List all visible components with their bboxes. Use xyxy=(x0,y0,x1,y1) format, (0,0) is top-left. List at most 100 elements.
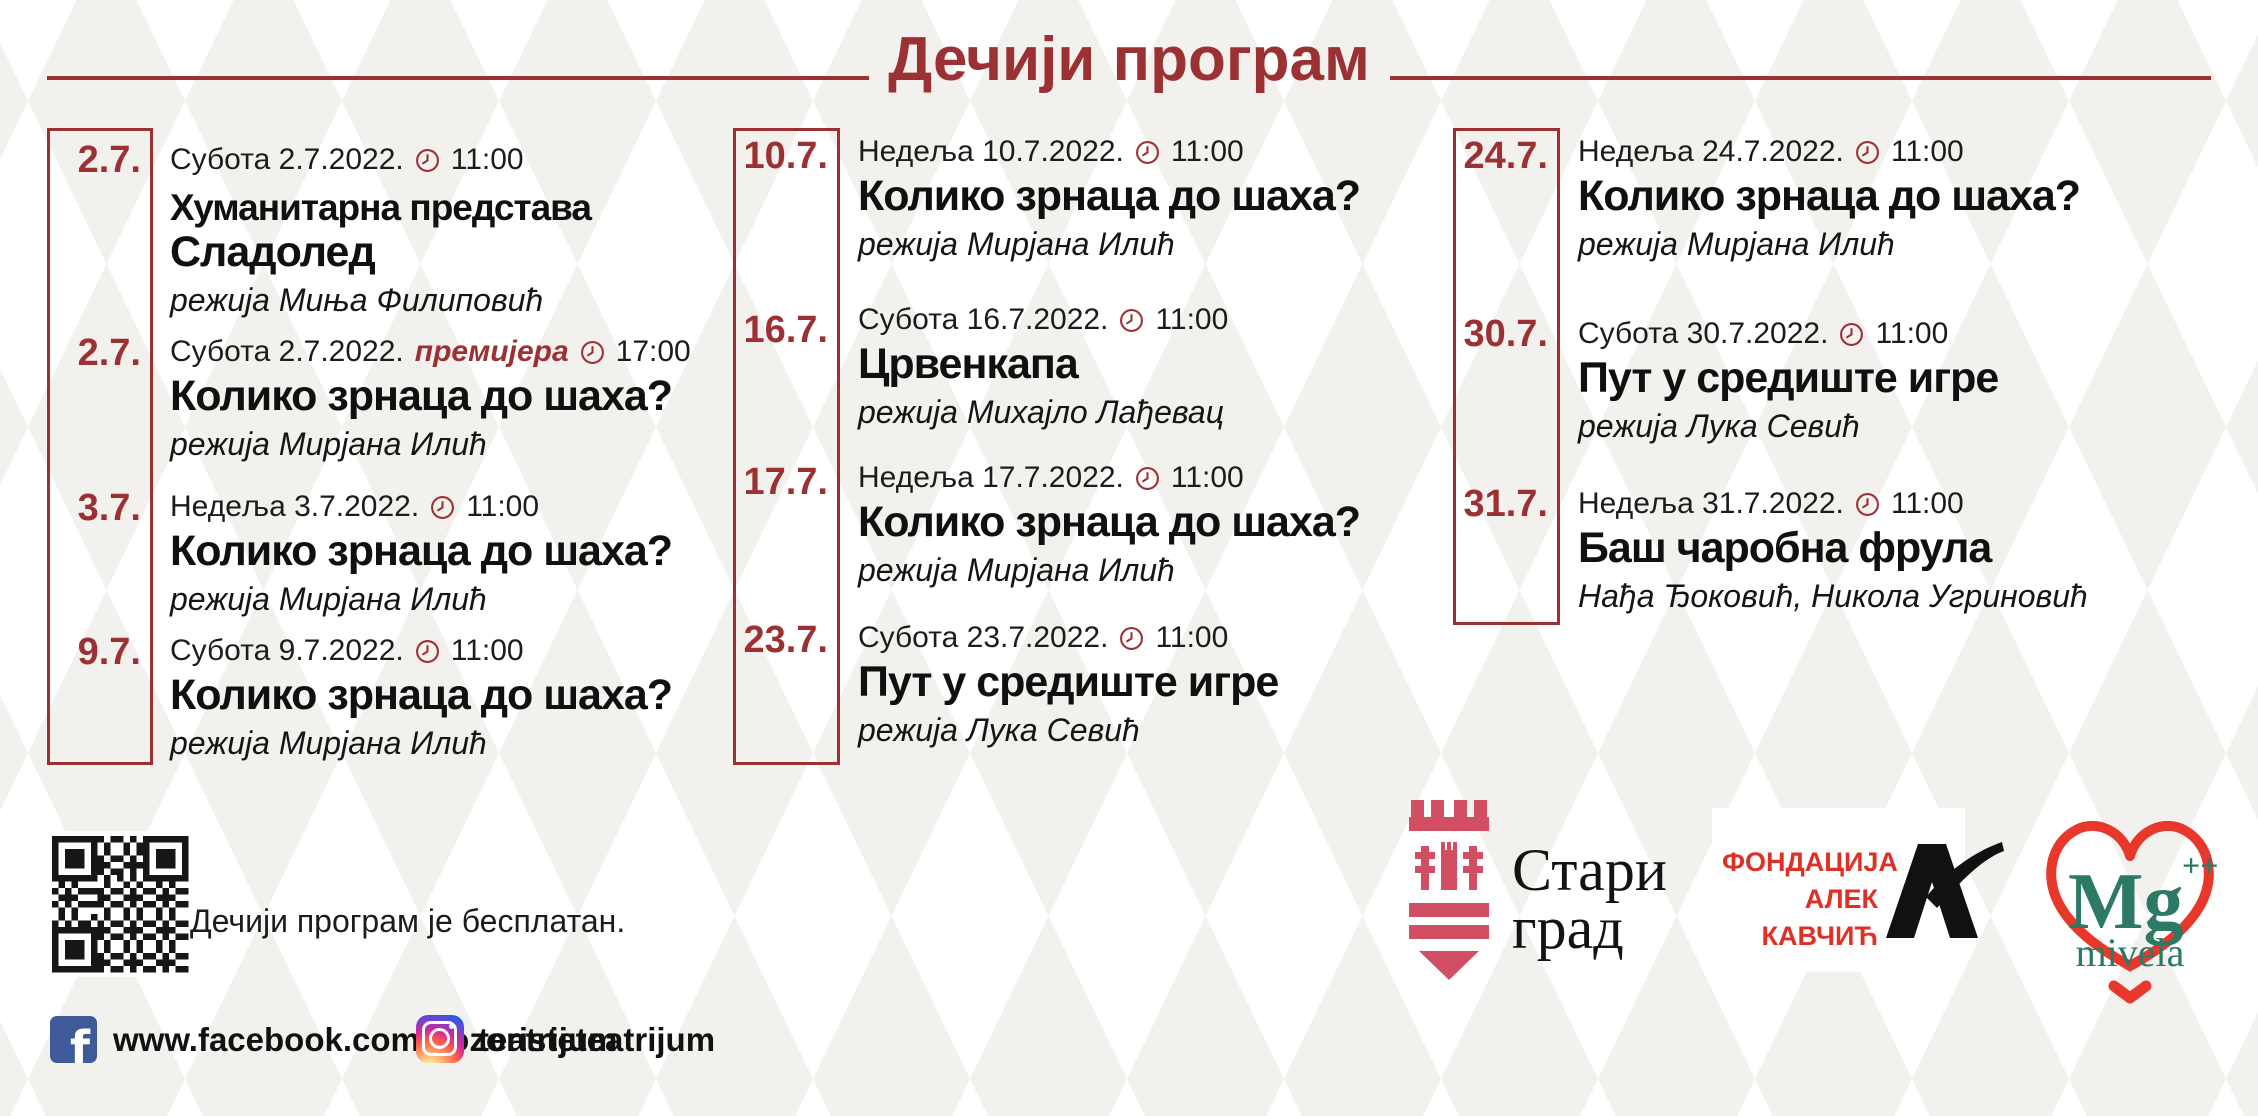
clock-icon xyxy=(1135,466,1160,491)
event-schedule: Субота 2.7.2022. 11:00 xyxy=(170,142,790,178)
event-item: Субота 16.7.2022. 11:00 Црвенкапа режија… xyxy=(858,302,1478,431)
event-day: Субота 23.7.2022. xyxy=(858,621,1109,654)
instagram-handle[interactable]: teatrijum xyxy=(478,1021,618,1058)
event-time: 11:00 xyxy=(466,490,540,523)
social-links-row: f www.facebook.com/pozoristeteatrijum te… xyxy=(0,1012,2258,1072)
event-day: Недеља 3.7.2022. xyxy=(170,490,420,523)
date-column-box-2 xyxy=(733,128,840,765)
event-director: режија Лука Севић xyxy=(1578,408,1860,444)
clock-icon xyxy=(1855,140,1880,165)
event-director: режија Мирјана Илић xyxy=(858,552,1175,588)
event-item: Недеља 10.7.2022. 11:00 Колико зрнаца до… xyxy=(858,134,1478,263)
event-time: 11:00 xyxy=(450,634,524,667)
event-item: Субота 30.7.2022. 11:00 Пут у средиште и… xyxy=(1578,316,2198,445)
event-director: режија Миња Филиповић xyxy=(170,282,544,318)
event-day: Субота 9.7.2022. xyxy=(170,634,404,667)
event-schedule: Недеља 3.7.2022. 11:00 xyxy=(170,489,790,525)
event-date: 9.7. xyxy=(77,631,141,673)
clock-icon xyxy=(1119,626,1144,651)
event-title: Колико зрнаца до шаха? xyxy=(170,372,673,420)
event-day: Недеља 24.7.2022. xyxy=(1578,135,1844,168)
event-director: режија Лука Севић xyxy=(858,712,1140,748)
fondacija-name: ФОНДАЦИЈА АЛЕК КАВЧИЋ xyxy=(1722,844,1898,955)
event-title-line: Хуманитарна представа xyxy=(170,187,592,228)
instagram-frame xyxy=(422,1021,457,1056)
event-director: режија Мирјана Илић xyxy=(170,725,487,761)
event-time: 11:00 xyxy=(1890,135,1964,168)
event-item: Недеља 17.7.2022. 11:00 Колико зрнаца до… xyxy=(858,460,1478,589)
clock-icon xyxy=(430,495,455,520)
event-schedule: Недеља 24.7.2022. 11:00 xyxy=(1578,134,2198,170)
event-director: режија Мирјана Илић xyxy=(858,226,1175,262)
event-title: Колико зрнаца до шаха? xyxy=(858,498,1361,546)
event-schedule: Субота 9.7.2022. 11:00 xyxy=(170,633,790,669)
kavcic-monogram-icon xyxy=(1886,842,2004,938)
event-time: 11:00 xyxy=(1155,303,1229,336)
fondacija-line3: КАВЧИЋ xyxy=(1761,921,1878,951)
event-director: режија Мирјана Илић xyxy=(170,426,487,462)
event-date: 3.7. xyxy=(77,487,141,529)
clock-icon xyxy=(580,340,605,365)
free-program-note: Дечији програм је бесплатан. xyxy=(190,903,626,939)
event-schedule: Недеља 31.7.2022. 11:00 xyxy=(1578,486,2198,522)
mivela-plus-text: ++ xyxy=(2182,847,2218,883)
event-schedule: Недеља 10.7.2022. 11:00 xyxy=(858,134,1478,170)
event-cast: Нађа Ђоковић, Никола Угриновић xyxy=(1578,578,2088,614)
event-item: Субота 9.7.2022. 11:00 Колико зрнаца до … xyxy=(170,633,790,762)
event-date: 2.7. xyxy=(77,332,141,374)
clock-icon xyxy=(1119,308,1144,333)
event-item: Субота 2.7.2022. премијера 17:00 Колико … xyxy=(170,334,790,463)
event-item: Субота 23.7.2022. 11:00 Пут у средиште и… xyxy=(858,620,1478,749)
event-date: 2.7. xyxy=(77,139,141,181)
facebook-link[interactable]: www.facebook.com/pozoristeteatrijum xyxy=(113,1021,716,1058)
header-rule-left xyxy=(47,76,869,80)
event-title: Баш чаробна фрула xyxy=(1578,524,1992,572)
event-schedule: Субота 2.7.2022. премијера 17:00 xyxy=(170,334,790,370)
premiere-badge: премијера xyxy=(414,335,569,368)
event-time: 11:00 xyxy=(450,143,524,176)
stari-grad-name-line2: град xyxy=(1512,895,1624,961)
event-day: Недеља 17.7.2022. xyxy=(858,461,1124,494)
mivela-mg-text: Mg xyxy=(2068,858,2184,946)
instagram-flash-dot xyxy=(449,1024,454,1029)
event-title: Пут у средиште игре xyxy=(858,658,1279,706)
event-time: 17:00 xyxy=(615,335,691,368)
event-item: Недеља 31.7.2022. 11:00 Баш чаробна фрул… xyxy=(1578,486,2198,615)
event-schedule: Субота 23.7.2022. 11:00 xyxy=(858,620,1478,656)
event-title: Пут у средиште игре xyxy=(1578,354,1999,402)
event-time: 11:00 xyxy=(1170,461,1244,494)
event-date: 16.7. xyxy=(743,309,828,351)
qr-code[interactable] xyxy=(47,831,193,977)
mivela-heart-icon xyxy=(2046,820,2214,972)
event-date: 17.7. xyxy=(743,461,828,503)
event-time: 11:00 xyxy=(1890,487,1964,520)
partner-mivela-logo: Mg ++ mivela xyxy=(2046,820,2218,1004)
event-schedule: Субота 16.7.2022. 11:00 xyxy=(858,302,1478,338)
event-director: режија Мирјана Илић xyxy=(1578,226,1895,262)
event-time: 11:00 xyxy=(1170,135,1244,168)
event-title: Колико зрнаца до шаха? xyxy=(858,172,1361,220)
event-date: 10.7. xyxy=(743,135,828,177)
event-day: Субота 30.7.2022. xyxy=(1578,317,1829,350)
instagram-icon[interactable] xyxy=(416,1015,464,1063)
event-day: Недеља 31.7.2022. xyxy=(1578,487,1844,520)
event-item: Субота 2.7.2022. 11:00 Хуманитарна предс… xyxy=(170,142,790,319)
clock-icon xyxy=(415,148,440,173)
date-column-box-3 xyxy=(1453,128,1560,625)
event-day: Субота 16.7.2022. xyxy=(858,303,1109,336)
facebook-icon[interactable]: f xyxy=(50,1016,97,1063)
event-director: режија Михајло Лађевац xyxy=(858,394,1224,430)
event-time: 11:00 xyxy=(1155,621,1229,654)
event-date: 24.7. xyxy=(1463,135,1548,177)
mivela-name-text: mivela xyxy=(2076,930,2185,975)
clock-icon xyxy=(1135,140,1160,165)
mivela-chevron-icon xyxy=(2108,980,2152,1004)
event-director: режија Мирјана Илић xyxy=(170,581,487,617)
event-date: 30.7. xyxy=(1463,313,1548,355)
date-column-box-1 xyxy=(47,128,153,765)
event-schedule: Субота 30.7.2022. 11:00 xyxy=(1578,316,2198,352)
event-day: Субота 2.7.2022. xyxy=(170,335,404,368)
fondacija-line1: ФОНДАЦИЈА xyxy=(1722,847,1898,877)
event-title: Колико зрнаца до шаха? xyxy=(170,671,673,719)
